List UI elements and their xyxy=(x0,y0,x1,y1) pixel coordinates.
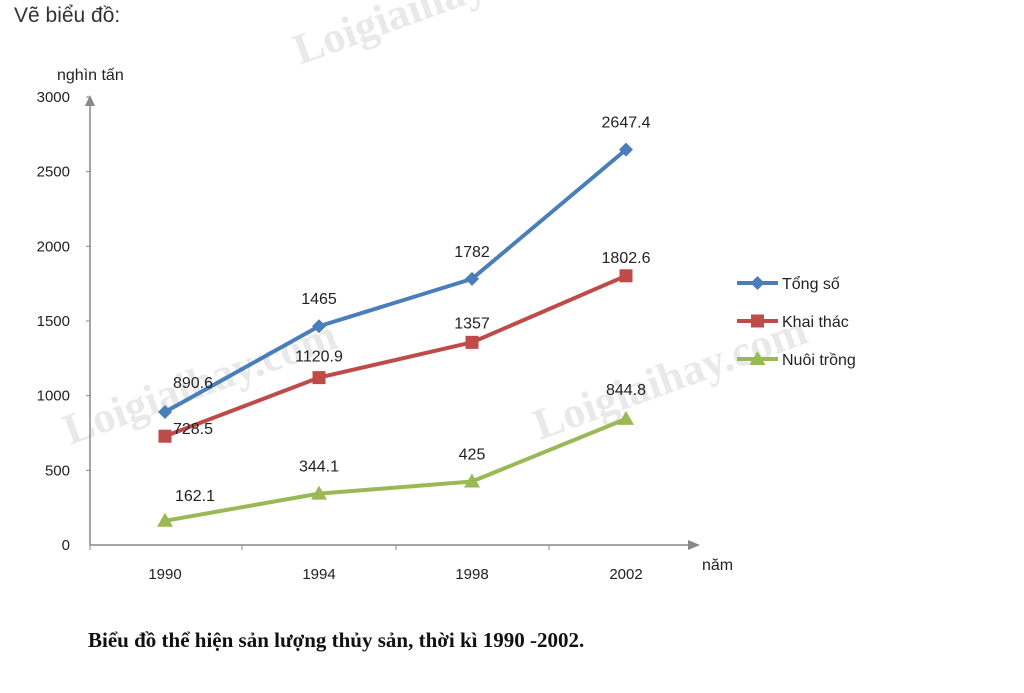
chart-caption: Biểu đồ thể hiện sản lượng thủy sản, thờ… xyxy=(88,628,585,652)
data-point-0-3 xyxy=(619,142,633,157)
legend-marker-0 xyxy=(750,276,765,290)
data-label-2-0: 162.1 xyxy=(175,488,215,505)
data-label-0-1: 1465 xyxy=(301,291,337,308)
data-point-0-1 xyxy=(312,319,326,334)
series-line-0 xyxy=(164,148,628,414)
data-point-1-3 xyxy=(619,269,633,283)
watermark-text: Loigiaihay.com xyxy=(527,305,814,449)
x-tick-label: 1994 xyxy=(302,566,335,583)
data-label-1-3: 1802.6 xyxy=(602,250,651,267)
data-point-2-0 xyxy=(157,512,173,527)
y-tick-label: 1000 xyxy=(37,388,70,405)
series-line-1 xyxy=(164,273,627,439)
data-label-1-1: 1120.9 xyxy=(295,349,343,366)
data-label-1-2: 1357 xyxy=(454,315,490,332)
legend-label-0: Tổng số xyxy=(782,275,840,293)
legend-label-1: Khai thác xyxy=(782,314,849,331)
y-axis-arrow-icon xyxy=(85,95,95,106)
data-point-2-2 xyxy=(464,473,480,488)
legend-marker-1 xyxy=(751,314,764,328)
legend: Tổng số Khai thác Nuôi trồng xyxy=(737,275,856,369)
chart-heading: Vẽ biểu đồ: xyxy=(14,4,121,27)
data-label-0-0: 890.6 xyxy=(173,375,213,392)
axes: 0 500 1000 1500 2000 2500 3000 1990 1994 1998 2002… xyxy=(37,67,734,583)
data-labels: 890.6 1465 1782 2647.4 728.5 1120.9 1357 1802.6… xyxy=(173,115,651,505)
data-point-1-2 xyxy=(465,335,479,349)
watermark-text: Loigiaihay.com xyxy=(287,0,574,74)
legend-label-2: Nuôi trồng xyxy=(782,352,856,369)
data-point-2-3 xyxy=(618,410,634,425)
data-label-2-1: 344.1 xyxy=(299,459,339,476)
series-line-2 xyxy=(164,416,627,523)
x-tick-label: 1990 xyxy=(148,566,181,583)
data-point-2-1 xyxy=(311,485,327,500)
y-axis-label: nghìn tấn xyxy=(57,67,124,84)
y-tick-label: 1500 xyxy=(37,313,70,330)
data-label-0-2: 1782 xyxy=(454,244,490,261)
data-label-1-0: 728.5 xyxy=(173,421,213,438)
x-axis-arrow-icon xyxy=(688,540,700,550)
legend-marker-2 xyxy=(749,351,766,365)
data-label-2-3: 844.8 xyxy=(606,382,646,399)
y-tick-label: 2500 xyxy=(37,164,70,181)
series-layer xyxy=(157,142,634,527)
data-point-0-0 xyxy=(158,405,172,420)
data-point-1-1 xyxy=(312,371,326,385)
y-tick-label: 0 xyxy=(62,537,70,554)
x-tick-label: 1998 xyxy=(455,566,488,583)
y-tick-label: 2000 xyxy=(37,238,70,255)
y-tick-label: 3000 xyxy=(37,89,70,106)
x-tick-label: 2002 xyxy=(609,566,642,583)
data-point-1-0 xyxy=(158,429,172,443)
y-tick-label: 500 xyxy=(45,462,70,479)
data-label-2-2: 425 xyxy=(459,447,486,464)
x-axis-label: năm xyxy=(702,557,733,574)
data-label-0-3: 2647.4 xyxy=(602,115,651,132)
data-point-0-2 xyxy=(465,271,479,286)
